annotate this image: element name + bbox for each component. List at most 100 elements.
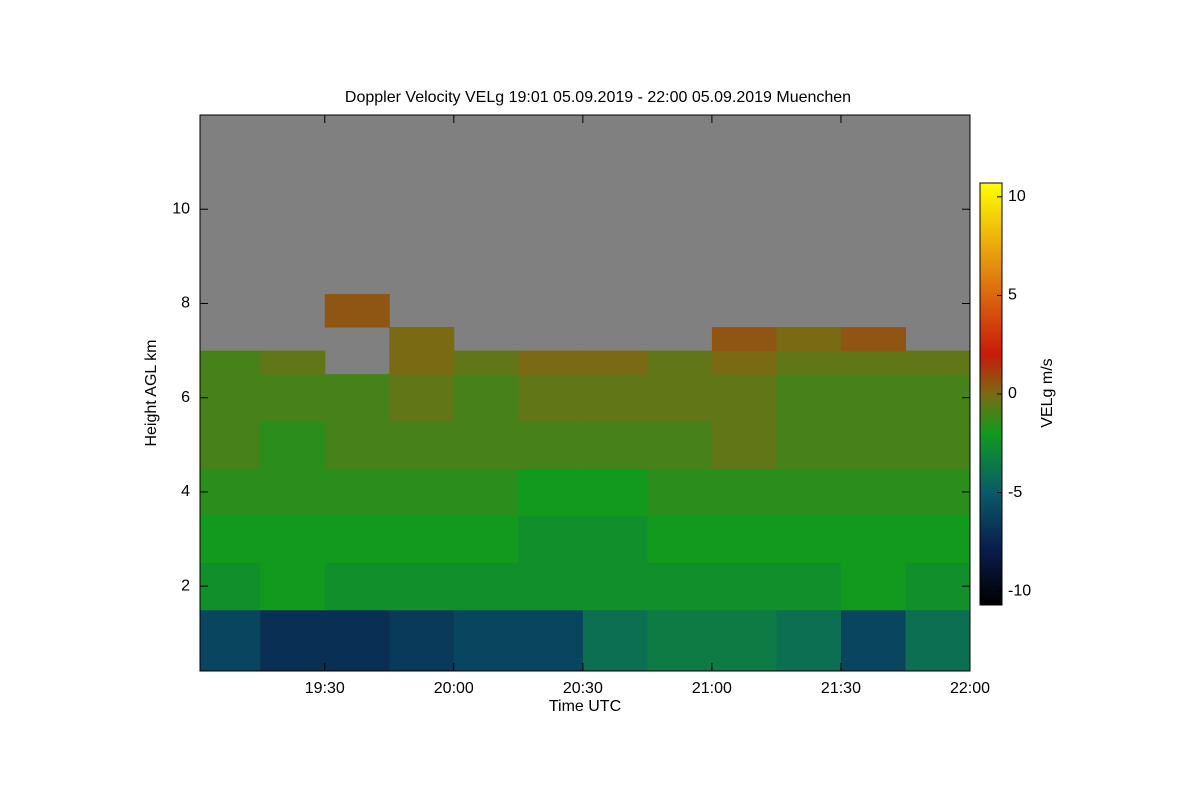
x-tick-label: 21:30	[821, 680, 861, 697]
y-tick-label: 6	[181, 389, 190, 406]
heatmap-cell	[647, 350, 713, 375]
heatmap-cell	[647, 468, 713, 517]
heatmap-cell	[200, 562, 261, 611]
heatmap-cell	[260, 562, 326, 611]
heatmap-cell	[200, 609, 261, 672]
heatmap-cell	[905, 515, 971, 564]
heatmap-cell	[582, 350, 648, 375]
heatmap-cell	[582, 515, 648, 564]
heatmap-cell	[647, 609, 713, 672]
heatmap-cell	[582, 468, 648, 517]
heatmap-cell	[840, 562, 906, 611]
colorbar-tick-label: -10	[1008, 582, 1031, 599]
heatmap-cell	[389, 609, 455, 672]
heatmap-cell	[840, 468, 906, 517]
heatmap-cell	[453, 609, 519, 672]
heatmap-cell	[840, 515, 906, 564]
heatmap-cell	[776, 468, 842, 517]
heatmap-cell	[453, 562, 519, 611]
heatmap-cell	[518, 350, 584, 375]
heatmap-cell	[453, 468, 519, 517]
heatmap-cell	[260, 515, 326, 564]
heatmap-cell	[200, 350, 261, 375]
heatmap-cell	[905, 374, 971, 422]
heatmap-cell	[453, 374, 519, 422]
heatmap-cell	[905, 609, 971, 672]
colorbar-label: VELg m/s	[1039, 358, 1056, 427]
heatmap-cell	[647, 374, 713, 422]
heatmap-cell	[582, 421, 648, 469]
heatmap-cell	[711, 562, 777, 611]
heatmap-cell	[905, 562, 971, 611]
x-axis-label: Time UTC	[549, 698, 621, 715]
heatmap-cell	[324, 515, 390, 564]
heatmap-cell	[776, 562, 842, 611]
heatmap-cell	[389, 421, 455, 469]
colorbar-tick-label: 10	[1008, 188, 1026, 205]
heatmap-cell	[776, 350, 842, 375]
heatmap-cell	[453, 421, 519, 469]
plot-frame	[199, 114, 971, 672]
heatmap-cell	[776, 515, 842, 564]
heatmap-cell	[324, 421, 390, 469]
x-tick-label: 20:30	[563, 680, 603, 697]
heatmap-cell	[453, 515, 519, 564]
x-tick-label: 22:00	[950, 680, 990, 697]
heatmap-cell	[840, 350, 906, 375]
x-tick-label: 20:00	[434, 680, 474, 697]
heatmap-cell	[200, 515, 261, 564]
heatmap-cell	[260, 350, 326, 375]
heatmap-cell	[840, 374, 906, 422]
heatmap-cell	[260, 421, 326, 469]
heatmap-cell	[389, 515, 455, 564]
heatmap-cell	[389, 468, 455, 517]
y-tick-label: 8	[181, 295, 190, 312]
heatmap-cell	[324, 374, 390, 422]
x-tick-label: 21:00	[692, 680, 732, 697]
heatmap-cell	[518, 374, 584, 422]
heatmap-cell	[582, 609, 648, 672]
heatmap-cell	[518, 421, 584, 469]
heatmap-cell	[647, 515, 713, 564]
heatmap-cell	[582, 562, 648, 611]
heatmap-cell	[324, 468, 390, 517]
heatmap-cell	[711, 374, 777, 422]
heatmap-cell	[711, 350, 777, 375]
heatmap-cell	[453, 350, 519, 375]
x-tick-label: 19:30	[305, 680, 345, 697]
colorbar-tick-label: 5	[1008, 287, 1017, 304]
heatmap-cell	[776, 327, 842, 352]
y-tick-label: 4	[181, 483, 190, 500]
heatmap-cell	[324, 609, 390, 672]
heatmap-cell	[905, 468, 971, 517]
heatmap-cell	[389, 350, 455, 375]
heatmap-cell	[711, 327, 777, 352]
heatmap-cell	[711, 515, 777, 564]
colorbar-tick-label: 0	[1008, 385, 1017, 402]
heatmap-cell	[776, 421, 842, 469]
heatmap-cell	[200, 374, 261, 422]
heatmap-cell	[260, 609, 326, 672]
heatmap-cell	[647, 421, 713, 469]
y-tick-label: 10	[172, 200, 190, 217]
heatmap-cell	[776, 609, 842, 672]
heatmap-cell	[518, 468, 584, 517]
heatmap-cell	[776, 374, 842, 422]
y-tick-label: 2	[181, 577, 190, 594]
heatmap-cell	[711, 609, 777, 672]
heatmap-cell	[711, 468, 777, 517]
heatmap-cell	[260, 468, 326, 517]
heatmap-cell	[647, 562, 713, 611]
heatmap-cell	[200, 468, 261, 517]
heatmap-cell	[389, 327, 455, 352]
heatmap-cell	[840, 421, 906, 469]
heatmap-cell	[518, 515, 584, 564]
heatmap-cell	[582, 374, 648, 422]
heatmap-cell	[389, 374, 455, 422]
heatmap-cell	[711, 421, 777, 469]
heatmap-cell	[905, 421, 971, 469]
heatmap-cell	[518, 562, 584, 611]
heatmap-cell	[840, 327, 906, 352]
